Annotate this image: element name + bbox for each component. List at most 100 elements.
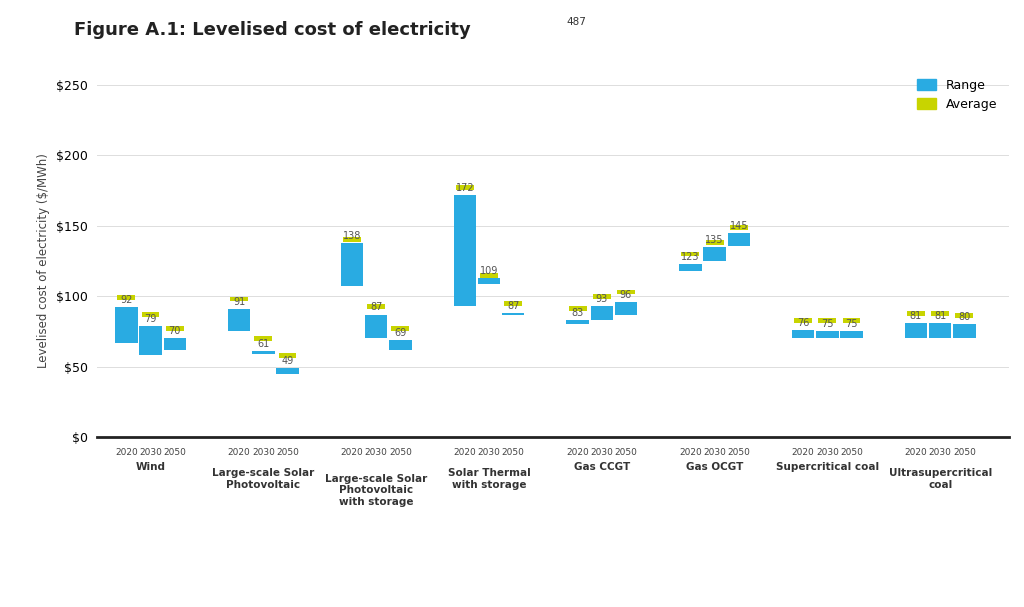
- Text: Ultrasupercritical
coal: Ultrasupercritical coal: [889, 468, 992, 490]
- Text: 145: 145: [729, 221, 748, 231]
- Text: 2050: 2050: [389, 449, 412, 457]
- Bar: [279, 353, 297, 358]
- Text: 70: 70: [169, 327, 181, 336]
- Text: Supercritical coal: Supercritical coal: [776, 463, 879, 472]
- Bar: [679, 264, 701, 271]
- Text: 172: 172: [456, 183, 474, 192]
- Text: 91: 91: [233, 297, 246, 307]
- Text: Figure A.1: Levelised cost of electricity: Figure A.1: Levelised cost of electricit…: [74, 21, 470, 39]
- Bar: [454, 195, 476, 306]
- Bar: [568, 307, 587, 311]
- Bar: [591, 306, 613, 320]
- Bar: [730, 225, 748, 229]
- Text: 75: 75: [821, 319, 834, 330]
- Bar: [504, 301, 522, 306]
- Bar: [230, 297, 248, 302]
- Bar: [706, 240, 724, 245]
- Text: 2050: 2050: [276, 449, 299, 457]
- Text: 92: 92: [120, 296, 132, 305]
- Bar: [792, 330, 814, 339]
- Text: 2020: 2020: [454, 449, 476, 457]
- Bar: [502, 313, 524, 314]
- Text: 49: 49: [282, 356, 294, 366]
- Bar: [276, 368, 299, 374]
- Text: Gas OCGT: Gas OCGT: [686, 463, 743, 472]
- Bar: [795, 317, 812, 323]
- Bar: [843, 317, 860, 323]
- Bar: [816, 331, 839, 339]
- Bar: [166, 326, 183, 331]
- Text: 2050: 2050: [614, 449, 637, 457]
- Text: 2050: 2050: [840, 449, 863, 457]
- Bar: [931, 311, 949, 316]
- Bar: [614, 302, 637, 314]
- Bar: [456, 185, 474, 190]
- Text: Large-scale Solar
Photovoltaic
with storage: Large-scale Solar Photovoltaic with stor…: [325, 473, 427, 507]
- Text: 2050: 2050: [953, 449, 976, 457]
- Text: 80: 80: [958, 312, 971, 322]
- Text: 2020: 2020: [566, 449, 589, 457]
- Text: 2050: 2050: [502, 449, 524, 457]
- Text: 2050: 2050: [727, 449, 751, 457]
- Text: 123: 123: [681, 252, 699, 262]
- Bar: [617, 290, 635, 294]
- Text: Gas CCGT: Gas CCGT: [573, 463, 630, 472]
- Bar: [681, 251, 699, 256]
- Text: 2030: 2030: [252, 449, 274, 457]
- Bar: [389, 340, 412, 350]
- Text: 76: 76: [797, 318, 809, 328]
- Text: 2030: 2030: [703, 449, 726, 457]
- Bar: [907, 311, 925, 316]
- Bar: [368, 304, 385, 308]
- Text: 138: 138: [343, 231, 361, 240]
- Bar: [841, 331, 862, 339]
- Text: 81: 81: [934, 311, 946, 321]
- Bar: [254, 336, 272, 341]
- Text: 75: 75: [845, 319, 858, 330]
- Text: 81: 81: [910, 311, 922, 321]
- Bar: [343, 237, 360, 242]
- Bar: [141, 312, 160, 317]
- Bar: [703, 247, 726, 261]
- Text: Large-scale Solar
Photovoltaic: Large-scale Solar Photovoltaic: [212, 468, 314, 490]
- Text: 2020: 2020: [679, 449, 701, 457]
- Bar: [365, 314, 387, 339]
- Bar: [480, 273, 498, 277]
- Bar: [929, 323, 951, 339]
- Text: 87: 87: [507, 301, 519, 311]
- Bar: [818, 317, 837, 323]
- Text: 61: 61: [257, 339, 269, 349]
- Bar: [118, 295, 135, 300]
- Bar: [478, 278, 500, 283]
- Bar: [727, 233, 750, 245]
- Text: 2030: 2030: [365, 449, 388, 457]
- Bar: [115, 308, 137, 343]
- Bar: [566, 320, 589, 324]
- Bar: [593, 294, 610, 299]
- Bar: [953, 324, 976, 339]
- Bar: [391, 326, 410, 331]
- Text: 2030: 2030: [590, 449, 613, 457]
- Bar: [164, 339, 186, 350]
- Bar: [905, 323, 927, 339]
- Text: 487: 487: [566, 17, 586, 27]
- Text: 87: 87: [370, 302, 382, 313]
- Text: Wind: Wind: [135, 463, 166, 472]
- Bar: [955, 313, 973, 319]
- Text: 2020: 2020: [227, 449, 251, 457]
- Text: 93: 93: [596, 294, 608, 304]
- Text: 109: 109: [480, 266, 498, 276]
- Text: 69: 69: [394, 328, 407, 337]
- Text: 135: 135: [706, 235, 724, 245]
- Text: 96: 96: [620, 290, 632, 300]
- Legend: Range, Average: Range, Average: [912, 73, 1002, 116]
- Bar: [341, 243, 364, 287]
- Text: 83: 83: [571, 308, 584, 318]
- Bar: [228, 309, 250, 331]
- Text: 2020: 2020: [341, 449, 364, 457]
- Bar: [252, 351, 274, 354]
- Text: 2020: 2020: [904, 449, 928, 457]
- Text: 2050: 2050: [163, 449, 186, 457]
- Y-axis label: Levelised cost of electricity ($/MWh): Levelised cost of electricity ($/MWh): [37, 154, 50, 368]
- Text: 2030: 2030: [477, 449, 501, 457]
